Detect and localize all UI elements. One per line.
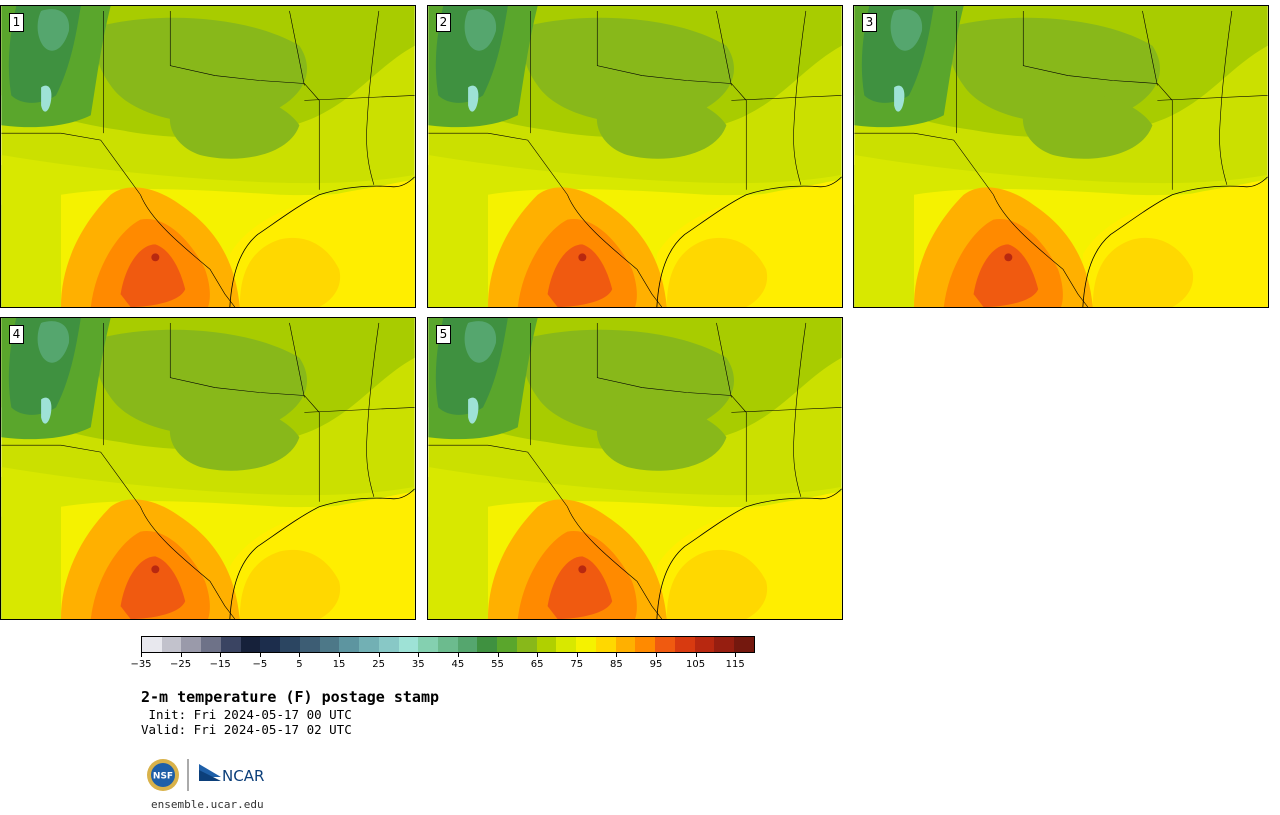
- temperature-map: [428, 318, 842, 619]
- init-time: Init: Fri 2024-05-17 00 UTC: [141, 707, 352, 722]
- site-url: ensemble.ucar.edu: [151, 798, 264, 811]
- colorbar-swatch: [497, 637, 517, 652]
- colorbar-tick: [735, 653, 737, 657]
- colorbar-tick: [695, 653, 697, 657]
- member-panel-4: 4: [0, 317, 416, 620]
- colorbar-tick-label: 95: [649, 659, 663, 670]
- member-panel-2: 2: [427, 5, 843, 308]
- colorbar-swatch: [280, 637, 300, 652]
- colorbar-swatch: [556, 637, 577, 652]
- colorbar-swatch: [615, 637, 636, 652]
- colorbar-tick: [497, 653, 499, 657]
- colorbar-swatch: [142, 637, 162, 652]
- temperature-map: [1, 318, 415, 619]
- colorbar-tick-label: 45: [451, 659, 465, 670]
- colorbar-tick: [141, 653, 142, 657]
- colorbar-tick: [299, 653, 301, 657]
- colorbar-swatch: [635, 637, 656, 652]
- temperature-map: [854, 6, 1268, 307]
- colorbar-tick: [259, 653, 261, 657]
- colorbar-tick-label: 85: [609, 659, 623, 670]
- colorbar-swatch: [734, 637, 754, 652]
- colorbar-swatch: [181, 637, 202, 652]
- colorbar-tick-label: 115: [725, 659, 745, 670]
- colorbar-swatch: [674, 637, 695, 652]
- colorbar-tick: [616, 653, 618, 657]
- colorbar-swatch: [516, 637, 537, 652]
- member-panel-5: 5: [427, 317, 843, 620]
- colorbar-tick-label: 15: [332, 659, 346, 670]
- temperature-map: [428, 6, 842, 307]
- colorbar-tick-label: 25: [372, 659, 386, 670]
- colorbar-ticks: −35 −25 −15 −5 5 15 25 35 45 55 65 75 85 95 105 115: [130, 653, 755, 673]
- svg-text:NSF: NSF: [153, 772, 173, 782]
- colorbar-tick: [576, 653, 578, 657]
- colorbar-swatch: [595, 637, 616, 652]
- member-label: 1: [9, 13, 24, 32]
- colorbar-swatch: [694, 637, 715, 652]
- colorbar-tick: [339, 653, 341, 657]
- colorbar-tick-label: 5: [296, 659, 303, 670]
- colorbar-swatch: [359, 637, 379, 652]
- colorbar-swatch: [438, 637, 458, 652]
- colorbar-tick: [378, 653, 380, 657]
- colorbar-swatch: [418, 637, 439, 652]
- colorbar-swatch: [161, 637, 182, 652]
- colorbar-swatch: [260, 637, 281, 652]
- colorbar-tick: [180, 653, 182, 657]
- colorbar-swatch: [398, 637, 419, 652]
- colorbar-swatch: [339, 637, 360, 652]
- colorbar-swatch: [457, 637, 478, 652]
- colorbar-swatch: [655, 637, 675, 652]
- member-panel-1: 1: [0, 5, 416, 308]
- member-label: 2: [436, 13, 451, 32]
- colorbar-swatch: [536, 637, 557, 652]
- member-label: 4: [9, 325, 24, 344]
- member-label: 5: [436, 325, 451, 344]
- colorbar-tick-label: 75: [570, 659, 584, 670]
- colorbar-tick-label: 65: [530, 659, 544, 670]
- colorbar-tick: [457, 653, 459, 657]
- colorbar-swatch: [714, 637, 735, 652]
- colorbar-tick: [418, 653, 420, 657]
- ncar-logo: NCAR: [199, 764, 264, 785]
- colorbar-tick-label: 55: [491, 659, 504, 670]
- colorbar-tick-label: 105: [686, 659, 706, 670]
- colorbar-tick-label: −5: [252, 659, 268, 670]
- colorbar-tick-label: −15: [209, 659, 231, 670]
- colorbar-swatch: [201, 637, 221, 652]
- colorbar-tick-label: 35: [411, 659, 425, 670]
- colorbar-swatch: [319, 637, 340, 652]
- member-panel-3: 3: [853, 5, 1269, 308]
- colorbar-swatch: [240, 637, 261, 652]
- logos: NSF NCAR: [145, 757, 275, 793]
- valid-time: Valid: Fri 2024-05-17 02 UTC: [141, 722, 352, 737]
- colorbar-swatch: [378, 637, 399, 652]
- plot-title: 2-m temperature (F) postage stamp: [141, 688, 440, 706]
- colorbar-swatch: [576, 637, 596, 652]
- colorbar-tick-label: −35: [130, 659, 152, 670]
- svg-text:NCAR: NCAR: [222, 767, 264, 785]
- colorbar: [141, 636, 755, 653]
- colorbar-tick: [655, 653, 657, 657]
- colorbar-tick-label: −25: [170, 659, 192, 670]
- colorbar-tick: [537, 653, 539, 657]
- colorbar-swatch: [477, 637, 498, 652]
- member-label: 3: [862, 13, 877, 32]
- nsf-logo: NSF: [147, 759, 179, 791]
- temperature-map: [1, 6, 415, 307]
- nsf-ncar-logo: NSF NCAR: [147, 759, 264, 791]
- colorbar-swatch: [299, 637, 320, 652]
- colorbar-swatch: [220, 637, 241, 652]
- colorbar-tick: [220, 653, 222, 657]
